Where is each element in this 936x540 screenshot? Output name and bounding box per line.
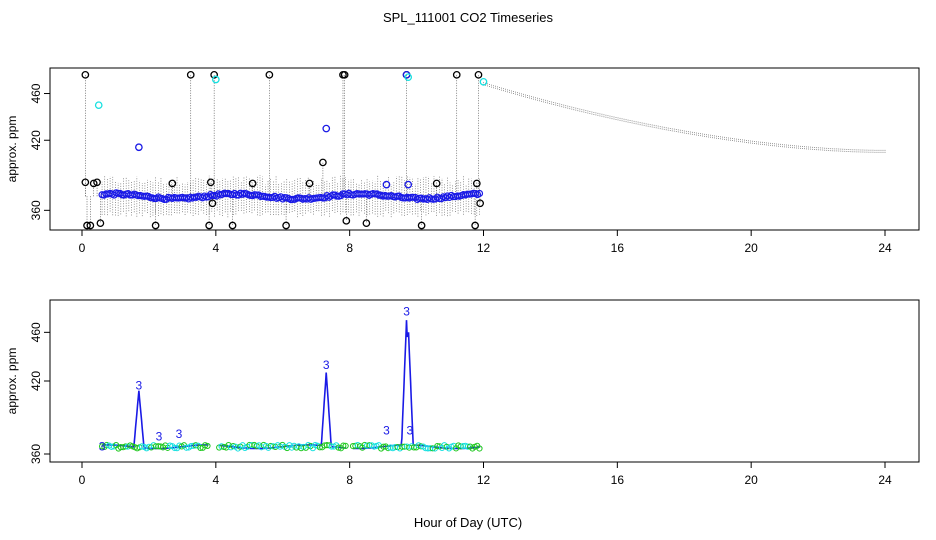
top-outlier-point: [432, 179, 441, 188]
top-valid-point: [441, 194, 449, 202]
top-outlier-point: [452, 70, 461, 79]
top-x-tick-label: 16: [611, 241, 625, 255]
bottom-peak-label: 3: [176, 427, 183, 441]
bottom-data-point: [246, 441, 253, 449]
bottom-data-point: [427, 445, 434, 452]
bottom-x-tick-label: 12: [477, 473, 491, 487]
bottom-peak-label: 3: [323, 358, 330, 372]
top-x-tick-label: 8: [346, 241, 353, 255]
top-outlier-point: [210, 70, 219, 79]
bottom-y-tick-label: 460: [29, 322, 43, 342]
top-y-tick-label: 420: [29, 130, 43, 150]
top-outlier-point: [362, 219, 371, 228]
bottom-peak-label: 3: [99, 439, 106, 453]
top-outlier-point: [205, 221, 213, 230]
top-outlier-point: [228, 221, 237, 230]
top-spike-point: [135, 143, 143, 152]
top-plot-frame: [49, 67, 920, 231]
bottom-x-tick-label: 0: [79, 473, 86, 487]
bottom-data-point: [342, 442, 349, 449]
top-y-tick-label: 460: [29, 83, 43, 103]
top-spike-point: [382, 180, 391, 189]
bottom-data-point: [422, 445, 429, 452]
bottom-data-point: [204, 442, 211, 450]
top-spike-point: [404, 180, 413, 189]
top-outlier-point: [417, 221, 426, 230]
bottom-x-tick-label: 16: [611, 473, 625, 487]
top-x-tick-label: 20: [744, 241, 758, 255]
top-valid-point: [475, 189, 484, 198]
bottom-series-line: [219, 372, 347, 450]
bottom-peak-label: 3: [156, 430, 163, 444]
top-outlier-point: [86, 221, 95, 230]
top-outlier-point: [89, 179, 98, 188]
bottom-peak-label: 3: [383, 424, 390, 438]
top-outlier-point: [342, 216, 351, 225]
bottom-data-point: [197, 444, 204, 452]
bottom-x-tick-label: 24: [878, 473, 892, 487]
top-flagged-point: [211, 75, 220, 84]
top-panel: approx. ppm 0 4 8 12 16 20 24 360 420 460: [5, 67, 920, 255]
bottom-data-point: [190, 442, 197, 449]
bottom-data-point: [399, 443, 406, 450]
bottom-y-label: approx. ppm: [5, 348, 19, 415]
bottom-x-tick-label: 8: [346, 473, 353, 487]
top-spike-point: [322, 124, 331, 133]
bottom-y-tick-label: 420: [29, 371, 43, 391]
top-outlier-point: [186, 70, 195, 79]
top-outlier-point: [206, 178, 215, 187]
top-valid-point: [437, 195, 445, 203]
top-outlier-point: [96, 219, 105, 228]
top-flagged-point: [479, 77, 488, 86]
top-outlier-point: [208, 199, 217, 208]
bottom-data-point: [192, 442, 199, 449]
top-outlier-point: [83, 221, 91, 230]
top-x-tick-label: 24: [878, 241, 892, 255]
bottom-peak-label: 3: [407, 424, 414, 438]
top-outlier-point: [476, 199, 485, 208]
bottom-x-tick-label: 20: [744, 473, 758, 487]
top-y-label: approx. ppm: [5, 116, 19, 183]
top-x-tick-label: 12: [477, 241, 491, 255]
bottom-data-point: [363, 442, 371, 449]
top-flagged-point: [404, 73, 413, 82]
bottom-data-point: [321, 442, 328, 449]
bottom-data-point: [476, 445, 483, 452]
top-outlier-point: [93, 178, 101, 187]
bottom-peak-label: 3: [403, 304, 410, 318]
bottom-data-point: [340, 442, 347, 449]
top-outlier-point: [471, 221, 479, 230]
bottom-x-tick-label: 4: [212, 473, 219, 487]
top-outlier-point: [340, 70, 349, 79]
top-x-tick-label: 4: [212, 241, 219, 255]
bottom-peak-label: 3: [136, 379, 143, 393]
top-outlier-point: [248, 179, 257, 188]
top-outlier-point: [168, 179, 177, 188]
top-outlier-point: [305, 179, 314, 188]
top-outlier-point: [81, 70, 90, 79]
top-outlier-point: [282, 221, 290, 230]
top-valid-point: [407, 193, 415, 201]
top-outlier-point: [472, 179, 481, 188]
top-flagged-point: [94, 101, 103, 110]
bottom-data-point: [424, 445, 432, 452]
bottom-series-line: [353, 320, 481, 450]
x-axis-label: Hour of Day (UTC): [414, 515, 522, 530]
bottom-y-tick-label: 360: [29, 444, 43, 464]
top-outlier-point: [151, 221, 160, 230]
top-outlier-point: [81, 178, 90, 187]
figure-title: SPL_111001 CO2 Timeseries: [383, 10, 554, 25]
bottom-data-point: [171, 444, 178, 452]
top-outlier-point: [319, 158, 327, 167]
top-outlier-point: [474, 70, 483, 79]
bottom-data-point: [152, 443, 160, 450]
top-x-tick-label: 0: [79, 241, 86, 255]
top-outlier-point: [265, 70, 274, 79]
top-y-tick-label: 360: [29, 200, 43, 220]
